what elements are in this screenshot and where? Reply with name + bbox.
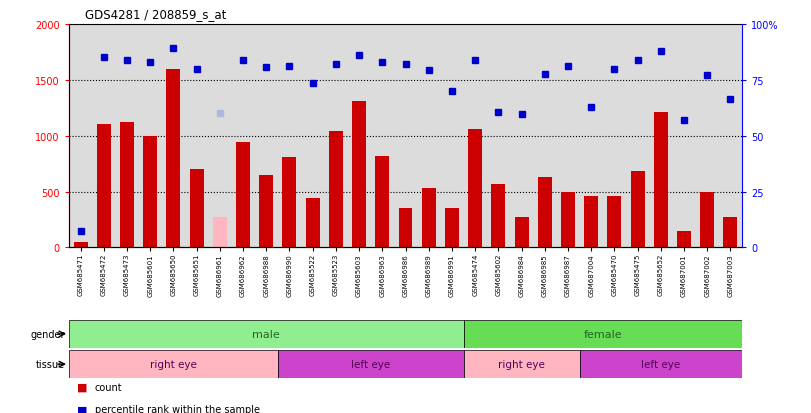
Bar [515,218,529,248]
Bar [375,157,389,248]
Text: gender: gender [30,329,65,339]
Bar [166,69,180,248]
Bar [580,350,742,378]
Bar [538,178,551,248]
Bar [329,132,343,248]
Bar [97,125,111,248]
Bar [631,172,645,248]
Text: female: female [583,329,622,339]
Bar [260,175,273,248]
Bar [144,136,157,248]
Text: right eye: right eye [150,359,197,369]
Text: ■: ■ [77,404,88,413]
Bar [584,197,599,248]
Bar [306,199,320,248]
Bar [491,184,505,248]
Bar [654,113,667,248]
Bar [69,320,464,348]
Text: GDS4281 / 208859_s_at: GDS4281 / 208859_s_at [85,8,226,21]
Bar [190,170,204,248]
Bar [677,231,691,248]
Text: right eye: right eye [498,359,545,369]
Text: left eye: left eye [351,359,390,369]
Bar [352,102,366,248]
Bar [236,143,250,248]
Text: ■: ■ [77,382,88,392]
Bar [278,350,464,378]
Bar [74,242,88,248]
Bar [120,123,134,248]
Bar [468,130,482,248]
Text: male: male [252,329,280,339]
Bar [464,320,742,348]
Text: tissue: tissue [36,359,65,369]
Bar [422,189,436,248]
Text: left eye: left eye [642,359,680,369]
Bar [700,192,714,248]
Bar [282,157,296,248]
Text: percentile rank within the sample: percentile rank within the sample [95,404,260,413]
Bar [398,209,413,248]
Bar [445,209,459,248]
Bar [561,192,575,248]
Bar [464,350,580,378]
Bar [607,197,621,248]
Bar [212,218,227,248]
Text: count: count [95,382,122,392]
Bar [723,218,737,248]
Bar [69,350,278,378]
